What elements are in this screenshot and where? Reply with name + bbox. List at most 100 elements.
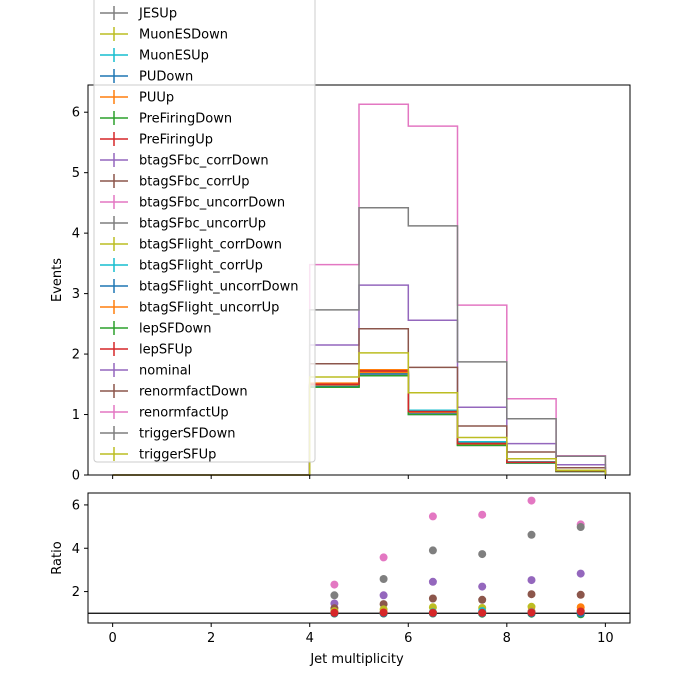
legend-label: MuonESUp xyxy=(139,49,209,64)
legend-label: btagSFlight_corrDown xyxy=(139,238,282,253)
ratio-point xyxy=(379,575,388,583)
ratio-y-tick-label: 4 xyxy=(72,542,80,557)
ratio-point xyxy=(478,608,487,617)
legend-item: btagSFlight_corrUp xyxy=(100,258,263,274)
ratio-point xyxy=(330,591,339,600)
legend-item: PUUp xyxy=(100,90,174,106)
series-line-triggerSFUp xyxy=(112,352,607,476)
ratio-point xyxy=(478,550,487,559)
legend-item: PreFiringUp xyxy=(100,132,213,148)
ratio-point xyxy=(527,576,536,585)
ratio-point xyxy=(527,608,536,617)
legend-item: btagSFbc_corrUp xyxy=(100,174,250,190)
legend-item: btagSFlight_uncorrUp xyxy=(100,300,279,316)
ratio-points-group xyxy=(330,496,585,619)
x-tick-label: 6 xyxy=(404,631,412,646)
legend-item: btagSFlight_corrDown xyxy=(100,237,282,253)
legend-label: nominal xyxy=(139,364,191,379)
ratio-point xyxy=(478,582,487,591)
legend-label: lepSFDown xyxy=(139,322,211,337)
legend-label: btagSFbc_corrUp xyxy=(139,175,250,190)
legend-item: renormfactDown xyxy=(100,384,248,400)
legend-label: lepSFUp xyxy=(139,343,192,358)
main-series-group xyxy=(112,103,607,476)
ratio-point xyxy=(379,591,388,600)
legend-item: renormfactUp xyxy=(100,405,229,421)
legend-label: btagSFbc_uncorrUp xyxy=(139,217,266,232)
legend-label: btagSFbc_uncorrDown xyxy=(139,196,285,211)
main-y-tick-label: 1 xyxy=(72,408,80,423)
main-y-tick-label: 5 xyxy=(72,166,80,181)
legend-item: btagSFbc_uncorrDown xyxy=(100,195,285,211)
main-y-tick-label: 0 xyxy=(72,469,80,484)
main-y-tick-label: 3 xyxy=(72,287,80,302)
ratio-point xyxy=(576,590,585,599)
legend-label: renormfactDown xyxy=(139,385,248,400)
x-tick-label: 4 xyxy=(306,631,314,646)
main-y-tick-label: 4 xyxy=(72,227,80,242)
x-tick-label: 8 xyxy=(503,631,511,646)
ratio-point xyxy=(330,608,339,617)
ratio-point xyxy=(576,523,585,531)
ratio-y-tick-label: 6 xyxy=(72,498,80,513)
ratio-y-tick-label: 2 xyxy=(72,585,80,600)
series-line-triggerSFDown xyxy=(112,206,607,476)
ratio-point xyxy=(576,607,585,616)
ratio-panel: 2 4 6 0 2 4 6 8 10 Ratio Jet multiplicity xyxy=(50,492,631,667)
legend-item: btagSFbc_uncorrUp xyxy=(100,216,266,232)
legend-item: btagSFbc_corrDown xyxy=(100,153,269,169)
ratio-point xyxy=(478,595,487,604)
ratio-y-ticks: 2 4 6 xyxy=(72,498,88,600)
legend-item: nominal xyxy=(100,363,191,379)
ratio-point xyxy=(428,594,437,603)
ratio-point xyxy=(527,530,536,539)
legend-box xyxy=(93,0,316,463)
legend-item: JESUp xyxy=(100,6,177,22)
main-y-ticks: 0 1 2 3 4 5 6 xyxy=(72,106,88,484)
ratio-point xyxy=(428,546,437,555)
legend-item: MuonESUp xyxy=(100,48,209,64)
ratio-point xyxy=(527,496,536,505)
legend-label: MuonESDown xyxy=(139,28,228,43)
main-y-tick-label: 6 xyxy=(72,106,80,121)
main-y-tick-label: 2 xyxy=(72,348,80,363)
legend-label: btagSFlight_corrUp xyxy=(139,259,263,274)
x-tick-label: 0 xyxy=(108,631,116,646)
legend-label: btagSFlight_uncorrUp xyxy=(139,301,279,316)
legend-label: PreFiringDown xyxy=(139,112,232,127)
main-plot-frame xyxy=(87,84,631,476)
legend-label: renormfactUp xyxy=(139,406,229,421)
main-y-axis-label: Events xyxy=(50,258,65,302)
main-x-ticks xyxy=(112,475,606,479)
legend-label: PUDown xyxy=(139,70,193,85)
legend-label: btagSFbc_corrDown xyxy=(139,154,269,169)
legend-item: triggerSFDown xyxy=(100,426,235,442)
ratio-point xyxy=(428,512,437,521)
legend-item: triggerSFUp xyxy=(100,447,216,463)
ratio-x-ticks: 0 2 4 6 8 10 xyxy=(108,623,614,646)
ratio-point xyxy=(330,580,339,589)
legend-item: btagSFlight_uncorrDown xyxy=(100,279,299,295)
ratio-point xyxy=(527,590,536,599)
legend-item: lepSFUp xyxy=(100,342,192,358)
ratio-point xyxy=(379,608,388,617)
ratio-plot-area xyxy=(88,493,630,623)
legend: JESUp MuonESDown MuonESUp PUDown PUUp PreFiri… xyxy=(93,0,316,463)
x-tick-label: 2 xyxy=(207,631,215,646)
ratio-point xyxy=(379,553,388,562)
legend-label: triggerSFDown xyxy=(139,427,235,442)
ratio-point xyxy=(428,577,437,586)
legend-label: PUUp xyxy=(139,91,174,106)
ratio-y-axis-label: Ratio xyxy=(50,541,65,574)
ratio-point xyxy=(576,569,585,578)
x-tick-label: 10 xyxy=(597,631,614,646)
legend-item: lepSFDown xyxy=(100,321,211,337)
legend-label: PreFiringUp xyxy=(139,133,213,148)
x-axis-label: Jet multiplicity xyxy=(309,652,404,667)
ratio-plot-frame xyxy=(87,492,631,624)
legend-item: MuonESDown xyxy=(100,27,228,43)
legend-label: JESUp xyxy=(138,7,177,22)
ratio-point xyxy=(478,510,487,519)
legend-label: btagSFlight_uncorrDown xyxy=(139,280,299,295)
